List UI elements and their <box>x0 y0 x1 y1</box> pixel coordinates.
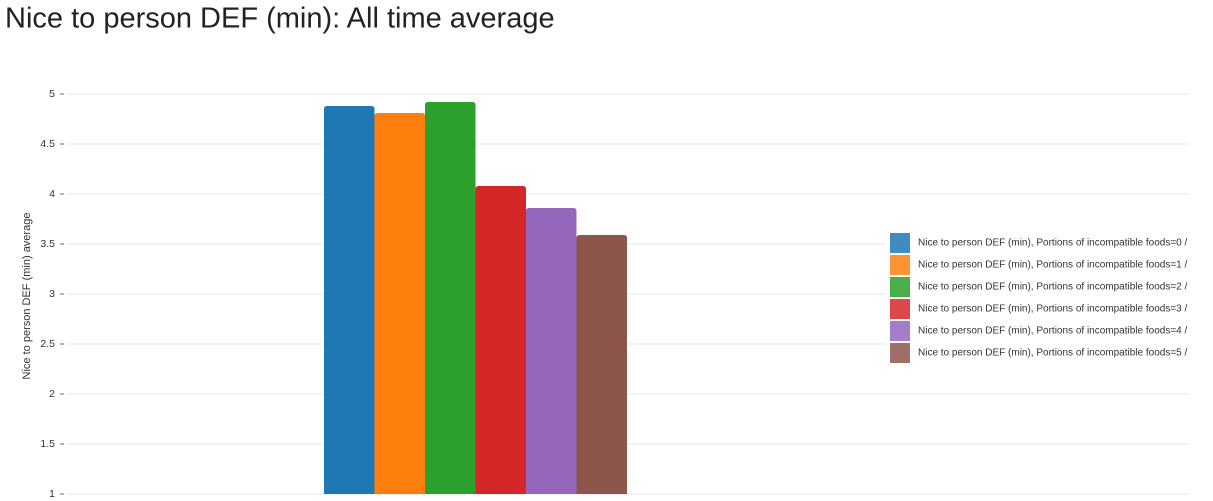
y-tick-label: 2 <box>49 388 55 400</box>
y-tick-label: 5 <box>49 88 55 100</box>
legend-label: Nice to person DEF (min), Portions of in… <box>918 260 1188 271</box>
y-tick-label: 4 <box>49 188 55 200</box>
y-tick-label: 2.5 <box>40 338 55 350</box>
legend-swatch <box>890 343 910 363</box>
legend-swatch <box>890 321 910 341</box>
bar <box>526 208 577 494</box>
chart-title: Nice to person DEF (min): All time avera… <box>5 3 555 35</box>
y-axis-label: Nice to person DEF (min) average <box>21 213 33 380</box>
legend-label: Nice to person DEF (min), Portions of in… <box>918 238 1188 249</box>
legend-label: Nice to person DEF (min), Portions of in… <box>918 304 1188 315</box>
legend-swatch <box>890 299 910 319</box>
y-tick-label: 1.5 <box>40 438 55 450</box>
legend-swatch <box>890 255 910 275</box>
legend-swatch <box>890 277 910 297</box>
bar <box>425 102 476 494</box>
y-tick-label: 4.5 <box>40 138 55 150</box>
y-tick-label: 1 <box>49 488 55 500</box>
legend-label: Nice to person DEF (min), Portions of in… <box>918 282 1188 293</box>
legend-swatch <box>890 233 910 253</box>
legend-background <box>886 228 1213 368</box>
bar <box>324 106 375 494</box>
bar <box>475 186 526 494</box>
bar <box>374 113 425 494</box>
legend-label: Nice to person DEF (min), Portions of in… <box>918 348 1188 359</box>
bar <box>576 235 627 494</box>
y-tick-label: 3 <box>49 288 55 300</box>
legend-label: Nice to person DEF (min), Portions of in… <box>918 326 1188 337</box>
y-tick-label: 3.5 <box>40 238 55 250</box>
